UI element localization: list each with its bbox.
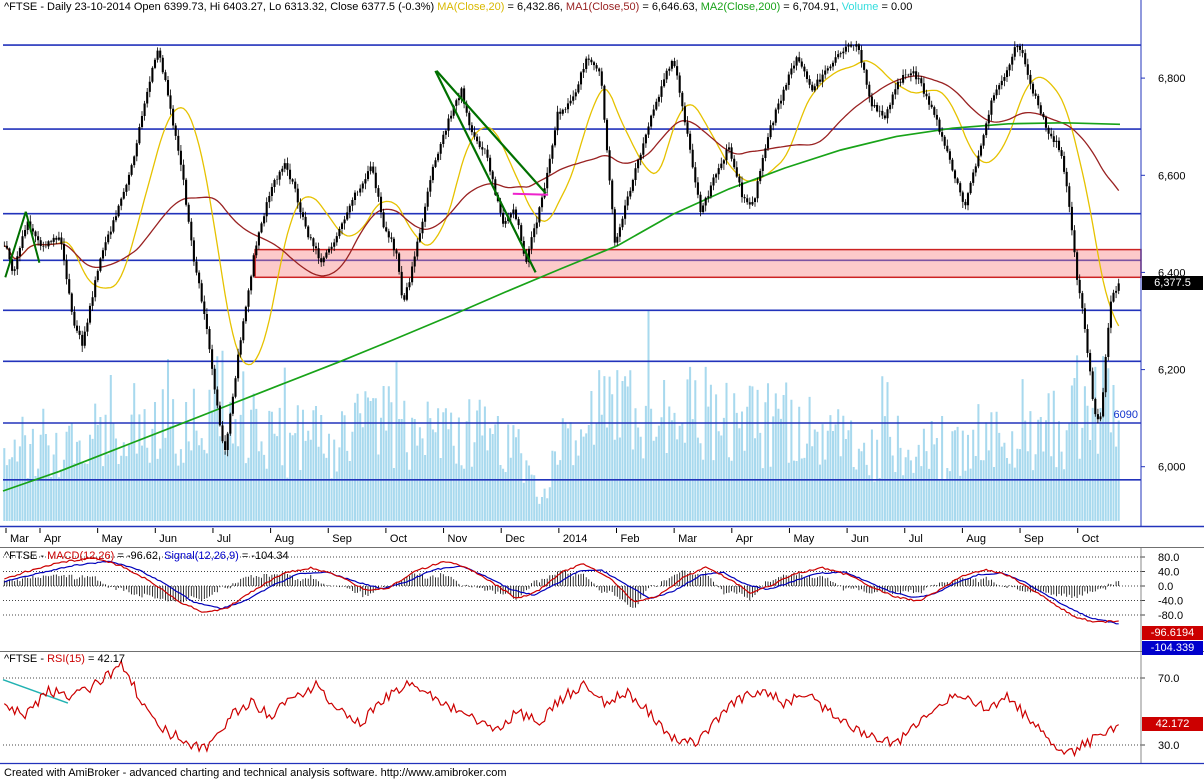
title-volume-label: Volume — [841, 1, 879, 13]
rsi-title-rsi-label: RSI(15) — [47, 653, 85, 665]
svg-text:Nov: Nov — [448, 533, 468, 545]
svg-text:Feb: Feb — [621, 533, 640, 545]
signal-value-tag: -104.339 — [1142, 641, 1203, 655]
title-ma200-label: MA2(Close,200) — [700, 1, 781, 13]
svg-text:6,600: 6,600 — [1158, 170, 1186, 182]
rsi-panel-title: ^FTSE - RSI(15) = 42.17 — [4, 653, 125, 665]
svg-text:Jul: Jul — [217, 533, 231, 545]
main-chart-title: ^FTSE - Daily 23-10-2014 Open 6399.73, H… — [4, 1, 912, 13]
title-volume-value: = 0.00 — [878, 1, 913, 13]
title-ma200-value: = 6,704.91, — [780, 1, 842, 13]
svg-text:40.0: 40.0 — [1158, 567, 1179, 579]
svg-text:Oct: Oct — [390, 533, 407, 545]
svg-text:Jun: Jun — [159, 533, 177, 545]
svg-text:30.0: 30.0 — [1158, 740, 1179, 752]
svg-text:Mar: Mar — [10, 533, 29, 545]
rsi-title-symbol: ^FTSE - — [4, 653, 48, 665]
macd-title-macd-value: = -96.62, — [114, 550, 165, 562]
rsi-value-tag: 42.172 — [1142, 717, 1203, 731]
svg-text:May: May — [793, 533, 814, 545]
macd-value-tag: -96.6194 — [1142, 626, 1203, 640]
svg-text:Aug: Aug — [966, 533, 986, 545]
svg-text:0.0: 0.0 — [1158, 581, 1173, 593]
macd-title-signal-label: Signal(12,26,9) — [164, 550, 239, 562]
title-ma50-label: MA1(Close,50) — [565, 1, 640, 13]
macd-title-macd-label: MACD(12,26) — [47, 550, 115, 562]
svg-text:-40.0: -40.0 — [1158, 596, 1183, 608]
svg-text:2014: 2014 — [563, 533, 587, 545]
svg-text:Jun: Jun — [851, 533, 869, 545]
macd-title-symbol: ^FTSE - — [4, 550, 48, 562]
svg-text:Aug: Aug — [275, 533, 295, 545]
svg-text:80.0: 80.0 — [1158, 552, 1179, 564]
svg-text:Apr: Apr — [44, 533, 61, 545]
svg-text:70.0: 70.0 — [1158, 673, 1179, 685]
svg-text:6,800: 6,800 — [1158, 73, 1186, 85]
svg-text:-80.0: -80.0 — [1158, 610, 1183, 622]
macd-title-signal-value: = -104.34 — [238, 550, 289, 562]
svg-text:Dec: Dec — [505, 533, 525, 545]
title-ma20-label: MA(Close,20) — [437, 1, 505, 13]
svg-text:May: May — [102, 533, 123, 545]
macd-panel-title: ^FTSE - MACD(12,26) = -96.62, Signal(12,… — [4, 550, 289, 562]
title-ma20-value: = 6,432.86, — [504, 1, 566, 13]
svg-text:Mar: Mar — [678, 533, 697, 545]
svg-text:Sep: Sep — [332, 533, 352, 545]
last-price-tag: 6,377.5 — [1142, 276, 1203, 290]
rsi-title-rsi-value: = 42.17 — [84, 653, 126, 665]
svg-text:Oct: Oct — [1082, 533, 1099, 545]
svg-text:Apr: Apr — [736, 533, 753, 545]
svg-text:Jul: Jul — [909, 533, 923, 545]
support-level-label: 6090 — [1113, 409, 1138, 421]
title-ohlc-text: ^FTSE - Daily 23-10-2014 Open 6399.73, H… — [4, 1, 438, 13]
svg-text:6,200: 6,200 — [1158, 365, 1186, 377]
status-bar: Created with AmiBroker - advanced charti… — [4, 767, 507, 779]
svg-text:6,000: 6,000 — [1158, 462, 1186, 474]
svg-text:Sep: Sep — [1024, 533, 1044, 545]
title-ma50-value: = 6,646.63, — [639, 1, 701, 13]
